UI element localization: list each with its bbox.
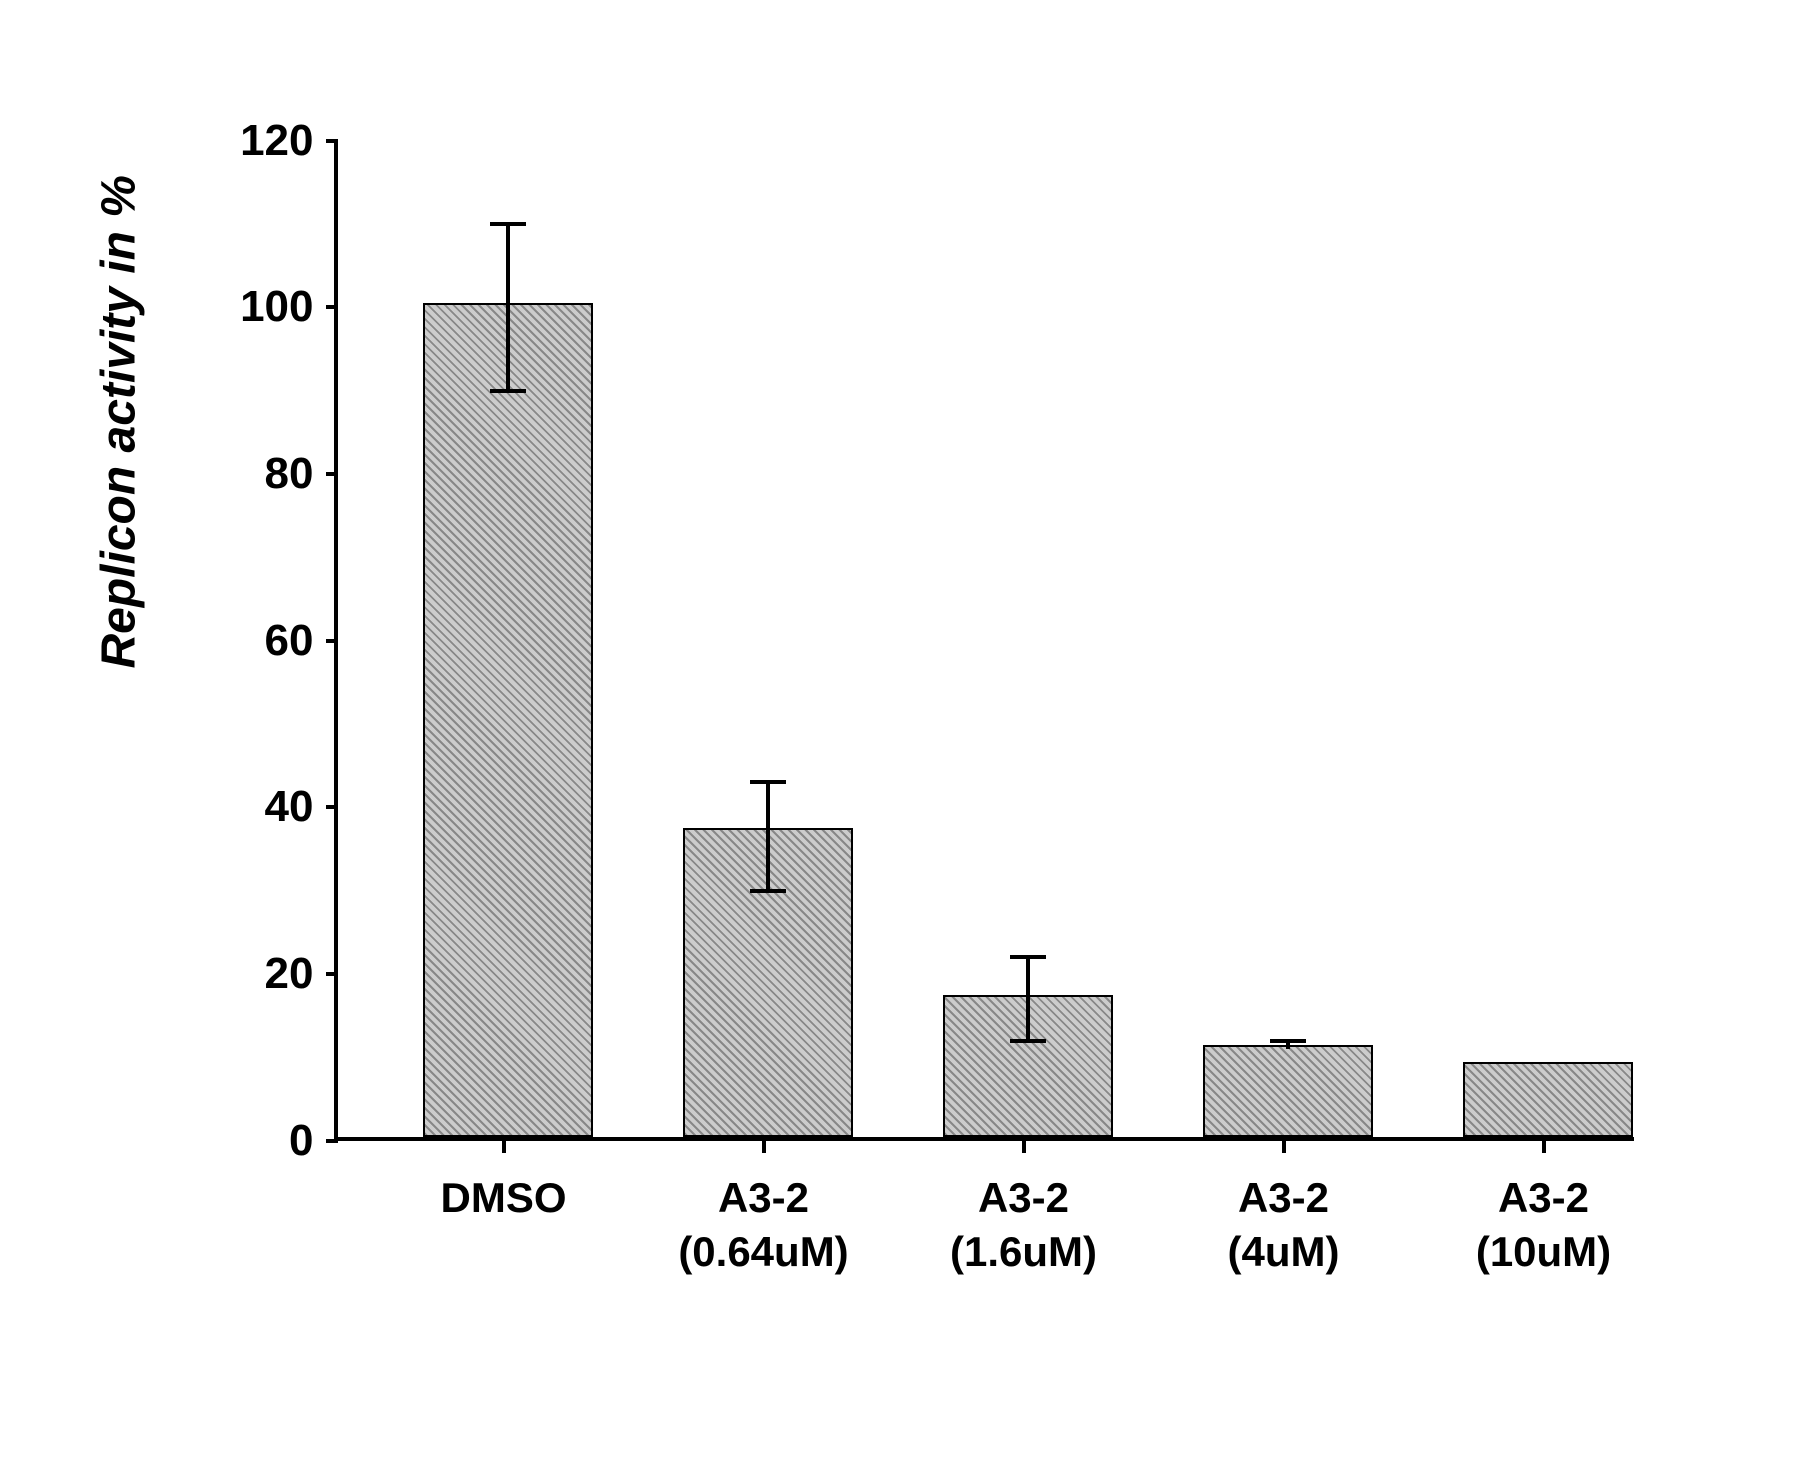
x-tick-label-line1: DMSO: [394, 1171, 614, 1226]
x-tick: [1022, 1141, 1026, 1153]
x-tick: [502, 1141, 506, 1153]
y-tick-label: 40: [224, 782, 314, 832]
y-tick-label: 60: [224, 616, 314, 666]
error-cap-bottom: [490, 389, 526, 393]
bar-fill: [425, 305, 591, 1134]
error-cap-top: [490, 222, 526, 226]
bar-fill: [1465, 1064, 1631, 1135]
error-cap-top: [750, 780, 786, 784]
x-tick-label: DMSO: [394, 1171, 614, 1226]
y-tick-label: 80: [224, 449, 314, 499]
x-tick-label: A3-2(4uM): [1174, 1171, 1394, 1280]
y-tick: [326, 805, 338, 809]
y-tick-label: 0: [224, 1116, 314, 1166]
x-tick-label-line2: (4uM): [1174, 1225, 1394, 1280]
x-tick-label-line1: A3-2: [1434, 1171, 1654, 1226]
y-tick: [326, 305, 338, 309]
x-tick-label-line2: (0.64uM): [654, 1225, 874, 1280]
x-tick: [1542, 1141, 1546, 1153]
y-tick: [326, 139, 338, 143]
y-tick: [326, 639, 338, 643]
x-tick-label-line2: (10uM): [1434, 1225, 1654, 1280]
x-tick-label-line1: A3-2: [1174, 1171, 1394, 1226]
plot-area: [334, 141, 1634, 1141]
error-cap-bottom: [1010, 1039, 1046, 1043]
error-cap-top: [1010, 955, 1046, 959]
y-tick: [326, 1139, 338, 1143]
y-tick-label: 120: [224, 116, 314, 166]
y-tick: [326, 972, 338, 976]
y-tick: [326, 472, 338, 476]
x-tick: [1282, 1141, 1286, 1153]
y-axis-label: Replicon activity in %: [91, 175, 146, 668]
x-tick-label-line1: A3-2: [914, 1171, 1134, 1226]
chart-container: Replicon activity in % 020406080100120DM…: [104, 81, 1704, 1381]
error-bar: [766, 782, 770, 890]
y-tick-label: 20: [224, 949, 314, 999]
y-tick-label: 100: [224, 282, 314, 332]
x-tick-label: A3-2(1.6uM): [914, 1171, 1134, 1280]
error-cap-top: [1270, 1039, 1306, 1043]
x-tick-label-line1: A3-2: [654, 1171, 874, 1226]
x-tick-label-line2: (1.6uM): [914, 1225, 1134, 1280]
bar: [1463, 1062, 1633, 1137]
x-tick-label: A3-2(0.64uM): [654, 1171, 874, 1280]
bar-fill: [1205, 1047, 1371, 1135]
error-bar: [1026, 957, 1030, 1040]
x-tick: [762, 1141, 766, 1153]
error-bar: [506, 224, 510, 391]
x-tick-label: A3-2(10uM): [1434, 1171, 1654, 1280]
bar: [423, 303, 593, 1136]
error-cap-bottom: [750, 889, 786, 893]
bar: [1203, 1045, 1373, 1137]
